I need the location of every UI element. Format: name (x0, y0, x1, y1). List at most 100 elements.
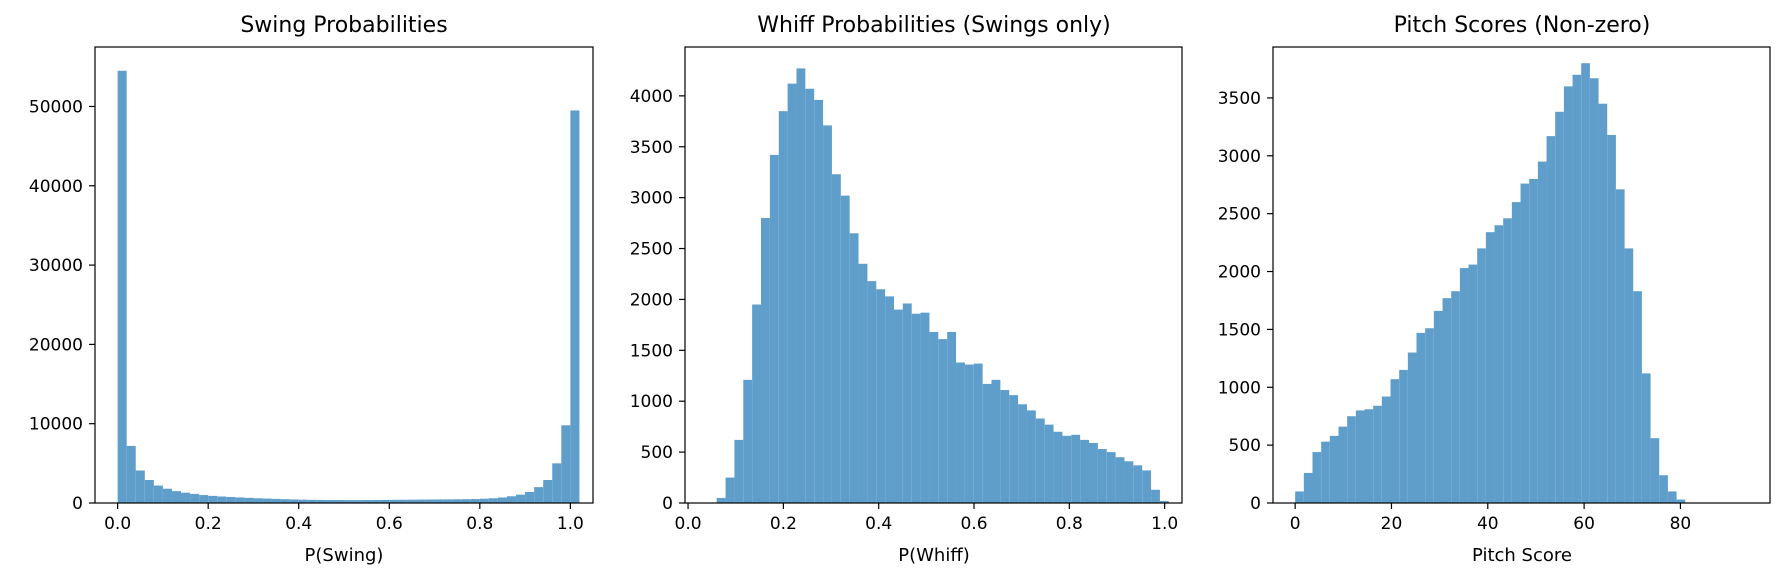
histogram-bar (561, 425, 571, 503)
histogram-bar (1373, 405, 1382, 503)
histogram-bar (1399, 369, 1408, 503)
histogram-bar (208, 495, 218, 503)
y-tick-label: 2000 (1218, 263, 1261, 283)
histogram-bar (479, 498, 489, 503)
histogram-bar (849, 233, 859, 503)
histogram-bar (1338, 426, 1348, 503)
y-tick-label: 20000 (29, 335, 83, 355)
whiff-probabilities-panel: Whiff Probabilities (Swings only) 0 500 10… (630, 13, 1183, 566)
x-tick-label: 1.0 (1151, 514, 1178, 534)
x-axis-label: P(Swing) (305, 545, 384, 566)
histogram-bar (1529, 178, 1538, 503)
histogram-bar (190, 493, 200, 503)
histogram-bar (876, 289, 886, 503)
histogram-bar (253, 498, 263, 503)
x-ticks: 0.0 0.2 0.4 0.6 0.8 1.0 (104, 503, 584, 534)
histogram-bar (1433, 310, 1443, 503)
plot-frame (1272, 46, 1771, 504)
histogram-bar (1650, 438, 1660, 503)
histogram-bar (1659, 475, 1668, 503)
x-tick-label: 0 (1290, 514, 1301, 534)
histogram-bar (316, 499, 326, 503)
x-tick-label: 0.2 (770, 514, 797, 534)
histogram-bar (181, 492, 191, 503)
histogram-bar (389, 499, 399, 503)
histogram-bar (280, 499, 290, 503)
histogram-bar (1053, 431, 1063, 503)
y-tick-label: 500 (641, 443, 673, 463)
histogram-bar (885, 296, 894, 504)
x-tick-label: 0.4 (285, 514, 312, 534)
histogram-bar (407, 499, 417, 503)
histogram-bar (1641, 373, 1651, 503)
histogram-bar (271, 498, 281, 503)
histogram-bar (1390, 379, 1400, 503)
histogram-bar (778, 111, 788, 504)
histogram-bar (1451, 291, 1460, 503)
histogram-bar (217, 496, 227, 503)
x-tick-label: 1.0 (557, 514, 584, 534)
histogram-bar (126, 445, 136, 503)
x-tick-label: 0.6 (960, 514, 987, 534)
y-tick-label: 2500 (630, 240, 673, 260)
histogram-bar (1355, 410, 1365, 503)
x-axis-label: P(Whiff) (898, 545, 970, 566)
histogram-bar (307, 499, 317, 503)
histogram-bar (1124, 461, 1134, 503)
x-tick-label: 0.4 (865, 514, 892, 534)
histogram-bar (1381, 396, 1391, 503)
histogram-bar (956, 362, 965, 503)
histogram-bar (1607, 134, 1616, 503)
histogram-bar (1071, 434, 1081, 503)
histogram-bar (1000, 390, 1010, 503)
histogram-bar (1035, 418, 1045, 503)
histogram-bar (371, 499, 381, 503)
histogram-bar (1159, 500, 1169, 503)
y-tick-label: 50000 (29, 97, 83, 117)
histogram-bar (380, 499, 390, 503)
histogram-bar (947, 332, 957, 503)
histogram-bar (823, 125, 832, 504)
histogram-bar (805, 88, 815, 503)
histogram-bar (911, 313, 921, 503)
x-tick-label: 0.8 (466, 514, 493, 534)
y-tick-label: 3500 (1218, 89, 1261, 109)
histogram-bar (1407, 352, 1417, 503)
histogram-bar (1667, 491, 1677, 503)
histogram-bar (1537, 161, 1547, 503)
histogram-bar (1106, 452, 1116, 503)
y-tick-label: 3000 (630, 189, 673, 209)
bars-group (716, 68, 1169, 504)
histogram-bar (199, 495, 209, 503)
histogram-bar (752, 304, 762, 503)
histogram-bar (1009, 395, 1019, 503)
histogram-bar (964, 364, 974, 503)
histogram-bar (1347, 416, 1356, 503)
histogram-bar (1511, 202, 1521, 503)
histogram-bar (117, 70, 127, 503)
histogram-bar (162, 488, 172, 503)
y-tick-label: 2000 (630, 290, 673, 310)
histogram-bar (325, 499, 335, 503)
histogram-bar (734, 439, 744, 503)
y-tick-label: 500 (1229, 436, 1261, 456)
histogram-bar (893, 309, 903, 503)
histogram-bar (461, 499, 471, 503)
histogram-bar (1115, 457, 1125, 503)
histogram-bar (796, 68, 806, 504)
histogram-bar (470, 499, 480, 503)
histogram-bar (1589, 78, 1599, 503)
y-ticks: 0 500 1000 1500 2000 2500 3000 3500 4000 (630, 87, 685, 514)
y-ticks: 0 500 1000 1500 2000 2500 3000 3500 (1218, 89, 1273, 514)
histogram-bar (1572, 74, 1582, 503)
y-tick-label: 0 (1250, 494, 1261, 514)
x-tick-label: 40 (1477, 514, 1499, 534)
histogram-bar (488, 498, 498, 503)
y-tick-label: 10000 (29, 415, 83, 435)
histogram-bar (1062, 435, 1072, 503)
histogram-bar (1468, 264, 1478, 503)
histogram-bar (1303, 472, 1313, 503)
histogram-bar (1459, 268, 1469, 503)
histogram-bar (1295, 491, 1304, 503)
